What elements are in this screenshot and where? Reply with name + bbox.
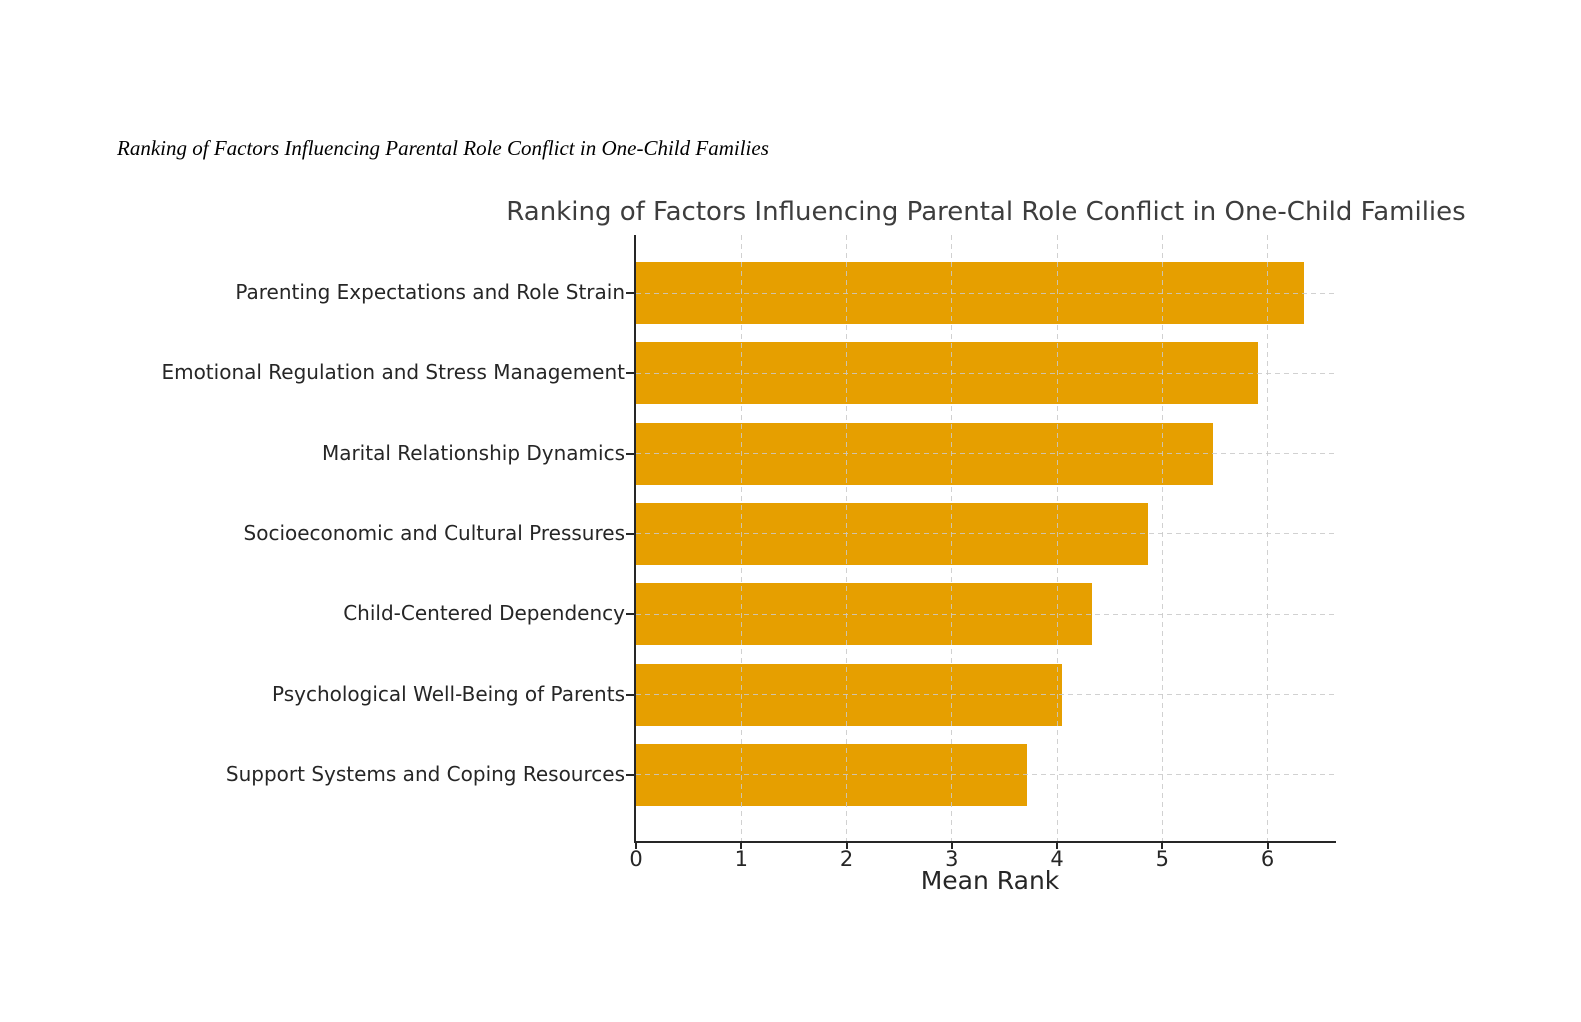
gridline-horizontal xyxy=(636,372,1336,374)
x-tick-label: 3 xyxy=(945,847,959,871)
gridline-vertical xyxy=(846,235,848,841)
x-tick-mark xyxy=(740,843,743,849)
y-tick-mark xyxy=(626,693,634,696)
gridline-vertical xyxy=(1056,235,1058,841)
gridline-vertical xyxy=(1161,235,1163,841)
x-tick-label: 5 xyxy=(1155,847,1169,871)
y-tick-mark xyxy=(626,452,634,455)
gridline-horizontal xyxy=(636,453,1336,455)
y-tick-mark xyxy=(626,613,634,616)
plot-area: 0 1 2 3 4 5 6 Parenting Expectations and Role S… xyxy=(161,235,1336,871)
x-tick-mark xyxy=(1056,843,1059,849)
gridline-horizontal xyxy=(636,774,1336,776)
y-category-label: Marital Relationship Dynamics xyxy=(321,440,625,465)
chart-title: Ranking of Factors Influencing Parental … xyxy=(506,197,1466,227)
y-category-label: Parenting Expectations and Role Strain xyxy=(235,280,625,304)
figure-caption: Ranking of Factors Influencing Parental … xyxy=(117,136,769,160)
x-axis-title: Mean Rank xyxy=(920,866,1060,895)
x-tick-mark xyxy=(1266,843,1269,849)
gridline-vertical xyxy=(1267,235,1269,841)
x-tick-mark xyxy=(635,843,637,849)
y-category-label: Child-Centered Dependency xyxy=(343,601,625,626)
gridline-vertical xyxy=(740,235,742,841)
y-tick-mark xyxy=(626,292,634,294)
gridline-horizontal xyxy=(636,292,1336,294)
y-tick-mark xyxy=(626,773,634,776)
y-category-label: Psychological Well-Being of Parents xyxy=(272,681,625,706)
x-tick-label: 2 xyxy=(839,847,854,871)
x-tick-label: 1 xyxy=(734,847,748,871)
x-tick-mark xyxy=(845,843,848,849)
y-category-label: Support Systems and Coping Resources xyxy=(225,761,625,786)
x-tick-mark xyxy=(950,843,953,849)
y-category-label: Emotional Regulation and Stress Manageme… xyxy=(161,360,625,385)
x-tick-label: 0 xyxy=(629,847,643,871)
y-tick-mark xyxy=(626,532,634,535)
gridline-vertical xyxy=(951,235,953,841)
x-tick-label: 6 xyxy=(1260,847,1275,871)
y-tick-mark xyxy=(626,372,634,375)
y-category-label: Socioeconomic and Cultural Pressures xyxy=(243,520,625,545)
x-tick-label: 4 xyxy=(1050,847,1064,871)
gridline-horizontal xyxy=(636,533,1336,535)
gridline-horizontal xyxy=(636,613,1336,615)
x-tick-mark xyxy=(1161,843,1164,849)
gridline-horizontal xyxy=(636,694,1336,695)
